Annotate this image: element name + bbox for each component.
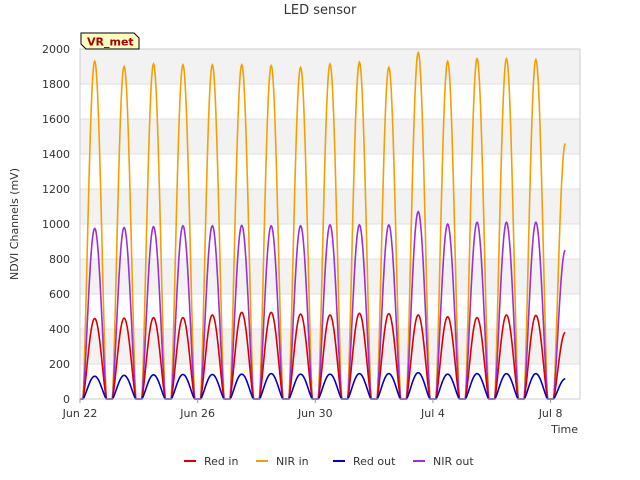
x-tick-label: Jul 4 [420,407,445,420]
series-line [80,210,566,400]
background-band [80,224,580,259]
y-axis-ticks: 0 200 400 600 800 1000 1200 1400 1600 1800 2000 [42,43,70,406]
y-tick-label: 1400 [42,148,70,161]
plot-frame [79,48,581,400]
background-band [80,84,580,119]
background-band [80,329,580,364]
series-line [80,311,566,400]
background-band [80,154,580,189]
legend-label: Red out [353,455,396,468]
y-axis-label: NDVI Channels (mV) [8,168,21,280]
annotation-badge-shape [80,32,140,50]
annotation-badge: VR_met [80,32,140,50]
background-band [80,259,580,294]
y-tick-label: 1200 [42,183,70,196]
x-tick-label: Jun 30 [297,407,333,420]
y-tick-label: 200 [49,358,70,371]
x-tick-label: Jun 22 [62,407,98,420]
y-tick-label: 0 [63,393,70,406]
y-tick-label: 600 [49,288,70,301]
y-tick-label: 1800 [42,78,70,91]
legend: Red in NIR in Red out NIR out [184,455,474,468]
series-line [80,371,566,400]
background-band [80,294,580,329]
x-axis-label: Time [550,423,578,436]
background-band [80,119,580,154]
y-tick-label: 400 [49,323,70,336]
legend-label: NIR out [433,455,474,468]
chart-title: LED sensor [284,3,357,18]
legend-label: NIR in [276,455,309,468]
plot-series [80,50,566,400]
background-band [80,364,580,399]
y-tick-label: 1600 [42,113,70,126]
x-axis-ticks: Jun 22 Jun 26 Jun 30 Jul 4 Jul 8 [62,399,563,420]
background-band [80,189,580,224]
annotation-badge-label: VR_met [87,36,134,49]
legend-label: Red in [204,455,238,468]
x-tick-label: Jun 26 [179,407,215,420]
y-tick-label: 800 [49,253,70,266]
series-line [80,50,566,400]
y-tick-label: 1000 [42,218,70,231]
x-tick-label: Jul 8 [538,407,563,420]
y-tick-label: 2000 [42,43,70,56]
